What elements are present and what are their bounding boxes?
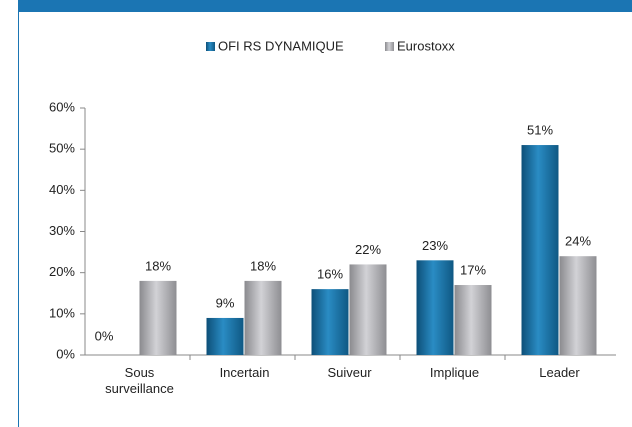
bar	[559, 256, 597, 355]
bar	[416, 260, 454, 355]
value-label: 24%	[565, 234, 591, 249]
x-tick-label: Suiveur	[327, 365, 372, 380]
x-tick-label-box: Implique	[429, 365, 480, 380]
x-tick-label: Sous surveillance	[105, 365, 174, 396]
bar	[139, 280, 177, 355]
value-label: 0%	[95, 328, 114, 343]
x-tick-label-box: Leader	[539, 365, 580, 380]
y-tick-label: 30%	[49, 223, 75, 238]
legend-label: Eurostoxx	[397, 38, 455, 53]
y-tick-label: 20%	[49, 264, 75, 279]
value-label: 18%	[145, 258, 171, 273]
x-tick-label-box: Incertain	[219, 365, 270, 380]
x-tick-label-box: Suiveur	[327, 365, 372, 380]
legend-swatch	[206, 42, 215, 51]
value-label: 23%	[422, 238, 448, 253]
value-label: 16%	[317, 267, 343, 282]
y-tick-label: 40%	[49, 182, 75, 197]
x-tick-label: Implique	[429, 365, 480, 380]
value-label: 18%	[250, 258, 276, 273]
bar	[349, 264, 387, 355]
header-bar	[18, 0, 632, 12]
y-tick-label: 50%	[49, 141, 75, 156]
x-tick-label-box: Sous surveillance	[105, 365, 174, 396]
bar	[521, 145, 559, 355]
x-tick-label: Incertain	[219, 365, 270, 380]
bar	[454, 285, 492, 355]
bar	[206, 317, 244, 355]
value-label: 9%	[216, 295, 235, 310]
y-tick-label: 10%	[49, 305, 75, 320]
x-tick-label: Leader	[539, 365, 580, 380]
bar	[244, 280, 282, 355]
legend-label: OFI RS DYNAMIQUE	[218, 38, 344, 53]
y-tick-label: 60%	[49, 99, 75, 114]
value-label: 22%	[355, 242, 381, 257]
bar	[311, 289, 349, 355]
value-label: 17%	[460, 262, 486, 277]
y-tick-label: 0%	[56, 346, 75, 361]
legend-swatch	[385, 42, 394, 51]
value-label: 51%	[527, 122, 553, 137]
